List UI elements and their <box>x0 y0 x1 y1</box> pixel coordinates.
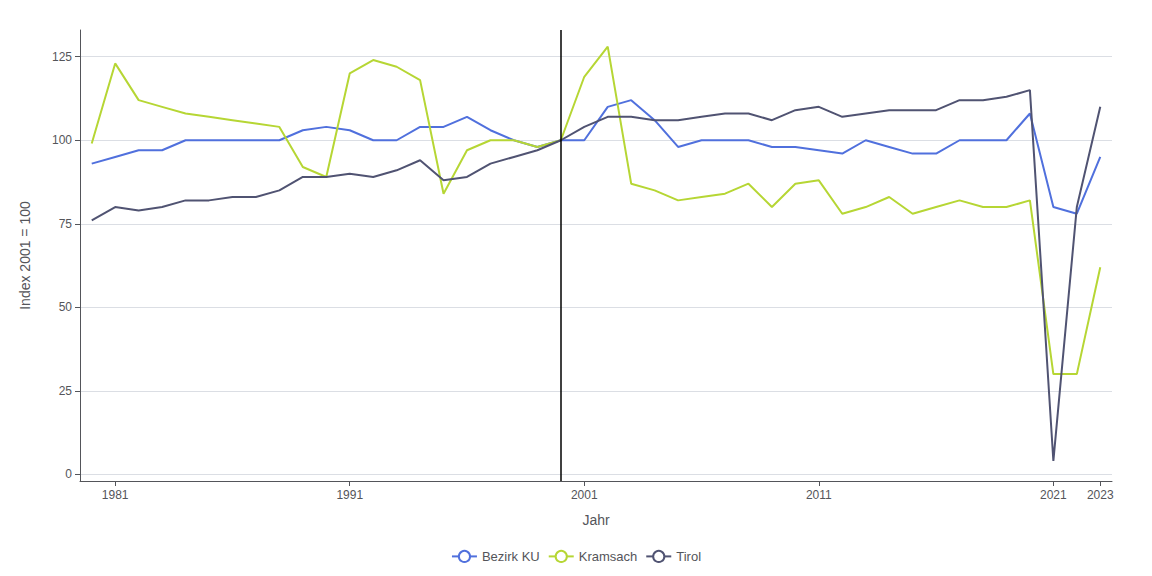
svg-text:Index 2001 = 100: Index 2001 = 100 <box>17 201 33 310</box>
svg-text:50: 50 <box>59 300 73 314</box>
svg-text:2001: 2001 <box>571 488 598 502</box>
svg-text:Kramsach: Kramsach <box>579 549 638 564</box>
svg-text:125: 125 <box>52 50 72 64</box>
svg-text:2023: 2023 <box>1087 488 1114 502</box>
svg-text:2011: 2011 <box>806 488 832 502</box>
svg-text:1991: 1991 <box>336 488 363 502</box>
svg-text:75: 75 <box>59 217 73 231</box>
svg-text:25: 25 <box>59 384 73 398</box>
svg-text:Bezirk KU: Bezirk KU <box>482 549 540 564</box>
svg-text:1981: 1981 <box>102 488 129 502</box>
svg-text:2021: 2021 <box>1040 488 1067 502</box>
svg-text:Tirol: Tirol <box>676 549 701 564</box>
svg-text:100: 100 <box>52 133 72 147</box>
svg-text:Jahr: Jahr <box>582 512 610 528</box>
svg-text:0: 0 <box>65 467 72 481</box>
